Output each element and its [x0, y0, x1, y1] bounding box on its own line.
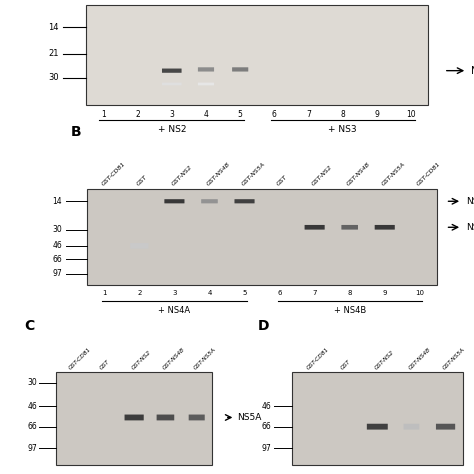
Text: 14: 14 [48, 23, 59, 32]
Text: GST-NS2: GST-NS2 [311, 164, 334, 187]
Text: NS2: NS2 [471, 66, 474, 76]
Text: C: C [25, 319, 35, 333]
FancyBboxPatch shape [156, 415, 174, 420]
Text: NS4A: NS4A [466, 197, 474, 206]
Text: 66: 66 [262, 422, 272, 431]
Text: 30: 30 [52, 225, 62, 234]
FancyBboxPatch shape [403, 424, 419, 429]
Text: GST-NS4B: GST-NS4B [346, 162, 372, 187]
Text: + NS3: + NS3 [328, 125, 357, 134]
Text: GST-CD81: GST-CD81 [306, 346, 330, 371]
Text: GST-NS5A: GST-NS5A [193, 346, 217, 371]
Text: 5: 5 [242, 290, 246, 296]
FancyBboxPatch shape [436, 424, 455, 429]
Text: 66: 66 [27, 422, 37, 431]
Text: 9: 9 [383, 290, 387, 296]
Text: 2: 2 [137, 290, 142, 296]
Text: D: D [258, 319, 269, 333]
Text: GST: GST [340, 359, 352, 371]
FancyBboxPatch shape [162, 69, 182, 73]
Text: 7: 7 [306, 109, 311, 118]
FancyBboxPatch shape [201, 199, 218, 203]
FancyBboxPatch shape [198, 82, 214, 85]
Text: GST-NS4B: GST-NS4B [206, 162, 231, 187]
Text: 97: 97 [262, 444, 272, 453]
Text: 2: 2 [135, 109, 140, 118]
Text: GST-CD81: GST-CD81 [68, 346, 92, 371]
Bar [86, 5, 428, 105]
Text: GST-NS2: GST-NS2 [131, 349, 152, 371]
Text: B: B [70, 125, 81, 139]
Text: 10: 10 [406, 109, 416, 118]
Text: 6: 6 [277, 290, 282, 296]
Text: GST: GST [136, 174, 148, 187]
Text: 6: 6 [272, 109, 277, 118]
Text: 10: 10 [415, 290, 424, 296]
FancyBboxPatch shape [162, 82, 182, 85]
Text: GST-NS4B: GST-NS4B [408, 346, 432, 371]
Text: 14: 14 [53, 197, 62, 206]
Text: 5: 5 [238, 109, 243, 118]
Text: GST-CD81: GST-CD81 [416, 161, 442, 187]
Text: 46: 46 [27, 402, 37, 411]
Text: GST-NS5A: GST-NS5A [241, 162, 266, 187]
Text: GST-NS2: GST-NS2 [171, 164, 193, 187]
FancyBboxPatch shape [232, 67, 248, 72]
Text: 30: 30 [48, 73, 59, 82]
Text: NS5A: NS5A [237, 413, 262, 422]
Text: GST-NS4B: GST-NS4B [162, 346, 186, 371]
FancyBboxPatch shape [198, 67, 214, 72]
Text: 9: 9 [374, 109, 380, 118]
Bar [56, 373, 212, 465]
FancyBboxPatch shape [305, 225, 325, 229]
FancyBboxPatch shape [341, 225, 358, 229]
FancyBboxPatch shape [189, 415, 205, 420]
Text: 7: 7 [312, 290, 317, 296]
Text: NS4B: NS4B [466, 223, 474, 232]
Text: GST-NS5A: GST-NS5A [381, 162, 407, 187]
FancyBboxPatch shape [235, 199, 255, 203]
FancyBboxPatch shape [130, 243, 148, 249]
FancyBboxPatch shape [367, 424, 388, 429]
Text: 1: 1 [101, 109, 106, 118]
FancyBboxPatch shape [374, 225, 395, 229]
Text: 8: 8 [340, 109, 345, 118]
Text: GST-NS2: GST-NS2 [374, 349, 395, 371]
Text: 21: 21 [48, 49, 59, 58]
Text: 30: 30 [27, 378, 37, 387]
Text: + NS2: + NS2 [157, 125, 186, 134]
Text: GST: GST [276, 174, 289, 187]
Text: 1: 1 [102, 290, 107, 296]
Text: + NS4B: + NS4B [334, 307, 366, 315]
Text: 46: 46 [52, 241, 62, 250]
Text: 8: 8 [347, 290, 352, 296]
Text: 46: 46 [262, 402, 272, 411]
Text: GST: GST [100, 359, 111, 371]
FancyBboxPatch shape [164, 199, 184, 203]
Text: GST-CD81: GST-CD81 [101, 161, 127, 187]
Text: 4: 4 [207, 290, 212, 296]
Text: 4: 4 [203, 109, 209, 118]
Text: GST-NS5A: GST-NS5A [442, 346, 466, 371]
Text: + NS4A: + NS4A [158, 307, 191, 315]
Bar [292, 373, 463, 465]
Bar [87, 189, 438, 285]
Text: 3: 3 [169, 109, 174, 118]
Text: 97: 97 [27, 444, 37, 453]
FancyBboxPatch shape [125, 415, 144, 420]
Text: 66: 66 [52, 255, 62, 264]
Text: 3: 3 [172, 290, 177, 296]
Text: 97: 97 [52, 269, 62, 278]
